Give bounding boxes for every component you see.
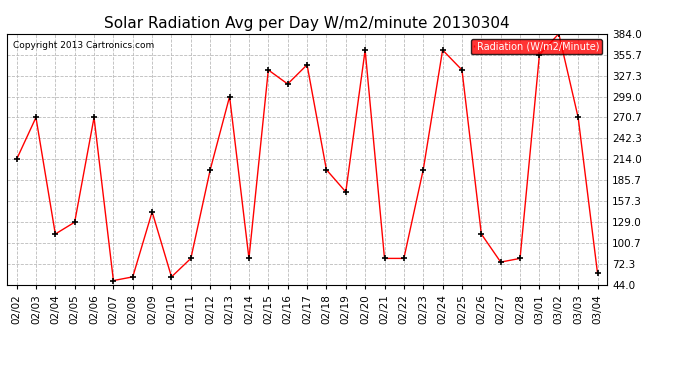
Legend: Radiation (W/m2/Minute): Radiation (W/m2/Minute) — [471, 39, 602, 54]
Text: Copyright 2013 Cartronics.com: Copyright 2013 Cartronics.com — [13, 41, 154, 50]
Title: Solar Radiation Avg per Day W/m2/minute 20130304: Solar Radiation Avg per Day W/m2/minute … — [104, 16, 510, 31]
